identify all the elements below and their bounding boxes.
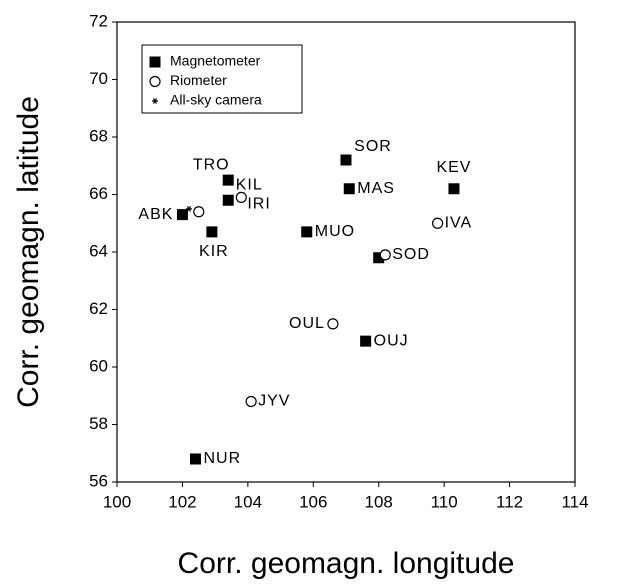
y-tick-label: 64 xyxy=(89,241,108,260)
data-point xyxy=(379,249,391,261)
x-tick-label: 112 xyxy=(496,492,523,511)
point-label: NUR xyxy=(204,450,242,467)
data-point xyxy=(340,154,352,166)
data-point xyxy=(448,183,460,195)
y-axis-title: Corr. geomagn. latitude xyxy=(12,96,45,408)
x-tick-label: 114 xyxy=(561,492,588,511)
data-point xyxy=(206,226,218,238)
x-tick-label: 104 xyxy=(234,492,262,511)
data-point xyxy=(343,183,355,195)
point-label: KIR xyxy=(199,243,229,260)
data-point xyxy=(360,335,372,347)
point-label: ABK xyxy=(138,206,173,223)
y-tick-label: 70 xyxy=(89,69,108,88)
data-point xyxy=(193,206,205,218)
data-point xyxy=(222,174,234,186)
x-tick-label: 102 xyxy=(168,492,196,511)
x-tick-label: 110 xyxy=(431,492,458,511)
legend-label: All-sky camera xyxy=(170,92,262,108)
point-label: OUJ xyxy=(374,332,409,349)
point-label: KEV xyxy=(436,159,471,176)
point-label: SOR xyxy=(354,138,392,155)
point-label: MAS xyxy=(357,180,395,197)
point-label: IRI xyxy=(247,196,270,213)
point-label: OUL xyxy=(289,315,325,332)
data-point xyxy=(185,205,192,212)
legend-marker xyxy=(149,75,161,88)
data-point xyxy=(245,395,257,408)
x-tick-label: 108 xyxy=(365,492,393,511)
y-tick-label: 68 xyxy=(89,126,108,145)
y-tick-label: 56 xyxy=(89,471,108,490)
legend-marker xyxy=(149,56,161,68)
y-tick-label: 60 xyxy=(89,356,108,375)
point-label: JYV xyxy=(258,393,290,410)
data-point xyxy=(235,191,247,203)
legend-label: Riometer xyxy=(170,72,227,88)
data-point xyxy=(432,217,444,229)
data-point xyxy=(301,226,313,238)
y-tick-label: 66 xyxy=(89,184,108,203)
data-point xyxy=(373,252,385,264)
data-point xyxy=(176,209,188,221)
point-label: KIL xyxy=(236,176,263,193)
x-tick-label: 100 xyxy=(103,492,131,511)
data-point xyxy=(222,194,234,206)
y-tick-label: 62 xyxy=(89,299,108,318)
legend-label: Magnetometer xyxy=(170,53,261,69)
point-label: IVA xyxy=(445,214,473,231)
x-axis-title: Corr. geomagn. longitude xyxy=(178,547,515,580)
legend-box xyxy=(141,44,303,114)
legend-marker xyxy=(152,98,158,104)
data-point xyxy=(190,453,202,465)
point-label: SOD xyxy=(392,246,430,263)
x-tick-label: 106 xyxy=(299,492,327,511)
data-point xyxy=(327,318,339,330)
point-label: TRO xyxy=(193,156,230,173)
y-tick-label: 72 xyxy=(89,11,108,30)
point-label: MUO xyxy=(315,223,355,240)
y-tick-label: 58 xyxy=(89,414,108,433)
